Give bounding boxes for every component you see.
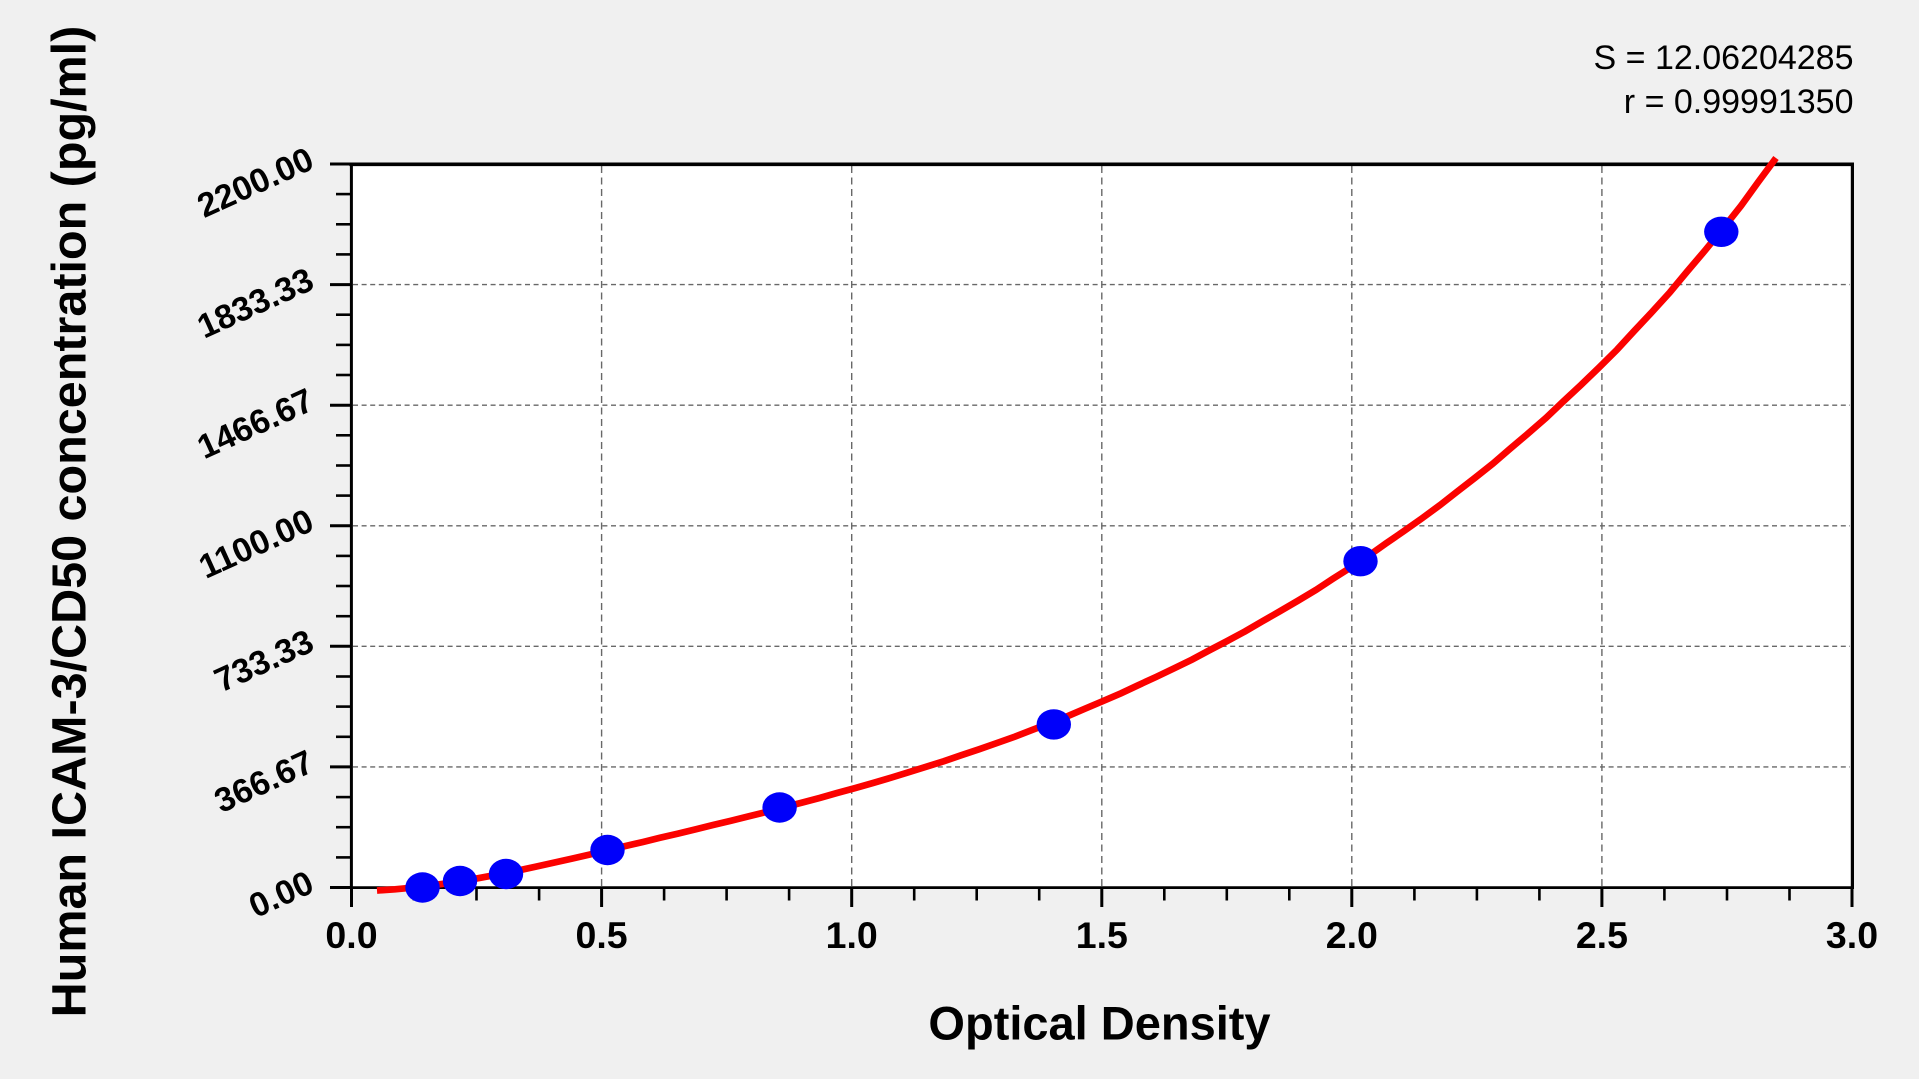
svg-text:0.5: 0.5 (576, 914, 628, 956)
svg-text:2.5: 2.5 (1576, 914, 1628, 956)
svg-text:Optical Density: Optical Density (928, 997, 1270, 1050)
svg-text:1.0: 1.0 (826, 914, 878, 956)
svg-text:0.0: 0.0 (325, 914, 377, 956)
svg-text:Human ICAM-3/CD50 concentratio: Human ICAM-3/CD50 concentration (pg/ml) (43, 26, 97, 1018)
svg-text:1.5: 1.5 (1076, 914, 1128, 956)
svg-text:r = 0.99991350: r = 0.99991350 (1624, 83, 1854, 121)
svg-text:3.0: 3.0 (1826, 914, 1878, 956)
svg-text:S = 12.06204285: S = 12.06204285 (1594, 39, 1854, 77)
svg-text:2.0: 2.0 (1326, 914, 1378, 956)
